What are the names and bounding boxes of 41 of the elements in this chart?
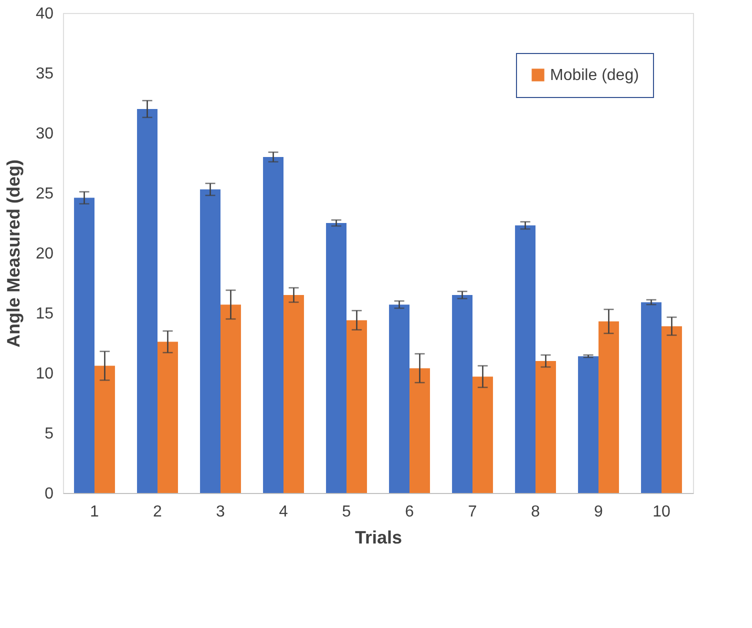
bar xyxy=(94,366,115,493)
y-tick-label: 0 xyxy=(44,486,54,502)
bar xyxy=(220,304,241,493)
x-tick-label: 7 xyxy=(468,504,478,520)
y-tick-label: 40 xyxy=(36,6,54,22)
bar xyxy=(158,342,178,493)
legend-label: Mobile (deg) xyxy=(550,67,639,84)
x-tick-label: 10 xyxy=(652,504,670,520)
bar xyxy=(389,304,410,493)
x-tick-label: 2 xyxy=(153,504,162,520)
x-tick-label: 8 xyxy=(531,504,540,520)
y-axis-title: Angle Measured (deg) xyxy=(4,159,24,348)
bar xyxy=(326,223,346,493)
bar xyxy=(74,198,94,493)
bar xyxy=(410,368,430,493)
y-tick-label: 5 xyxy=(44,426,54,442)
bar xyxy=(515,225,536,493)
x-tick-label: 5 xyxy=(342,504,352,520)
x-tick-label: 1 xyxy=(90,504,100,520)
bar xyxy=(346,320,367,493)
bar xyxy=(598,321,619,493)
x-tick-label: 3 xyxy=(216,504,226,520)
y-tick-label: 10 xyxy=(36,366,54,382)
bar xyxy=(662,326,682,493)
bar xyxy=(452,295,472,493)
x-axis-title: Trials xyxy=(354,528,402,548)
x-tick-label: 4 xyxy=(279,504,288,520)
bar xyxy=(137,109,158,493)
bar xyxy=(263,157,284,493)
y-tick-label: 30 xyxy=(36,126,54,142)
y-tick-label: 35 xyxy=(36,66,54,82)
x-tick-label: 9 xyxy=(594,504,604,520)
bar xyxy=(536,361,556,493)
bar xyxy=(641,302,662,493)
bar xyxy=(284,295,304,493)
bar xyxy=(472,376,493,493)
x-tick-label: 6 xyxy=(405,504,414,520)
bar xyxy=(200,189,220,493)
y-tick-label: 20 xyxy=(36,246,54,262)
y-tick-label: 25 xyxy=(36,186,54,202)
y-tick-label: 15 xyxy=(36,306,54,322)
